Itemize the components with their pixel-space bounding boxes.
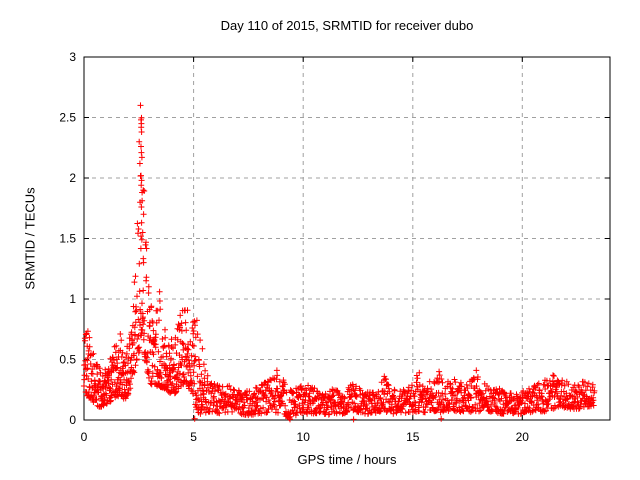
y-tick-label: 3 (69, 50, 76, 64)
x-tick-label: 20 (516, 430, 530, 444)
y-tick-label: 1.5 (59, 232, 76, 246)
tick-marks (83, 56, 610, 421)
x-tick-label: 5 (190, 430, 197, 444)
x-tick-label: 10 (297, 430, 311, 444)
y-tick-label: 1 (69, 292, 76, 306)
y-tick-label: 0 (69, 413, 76, 427)
x-axis-label: GPS time / hours (297, 452, 397, 467)
grid-lines (84, 57, 610, 420)
tick-labels: 0 5 10 15 20 0 0.5 1 1.5 2 2.5 3 (59, 50, 529, 444)
x-tick-label: 15 (406, 430, 420, 444)
y-tick-label: 2 (69, 171, 76, 185)
chart-title: Day 110 of 2015, SRMTID for receiver dub… (220, 18, 474, 33)
x-tick-label: 0 (81, 430, 88, 444)
y-tick-label: 0.5 (59, 353, 76, 367)
data-points (80, 102, 598, 423)
y-tick-label: 2.5 (59, 111, 76, 125)
